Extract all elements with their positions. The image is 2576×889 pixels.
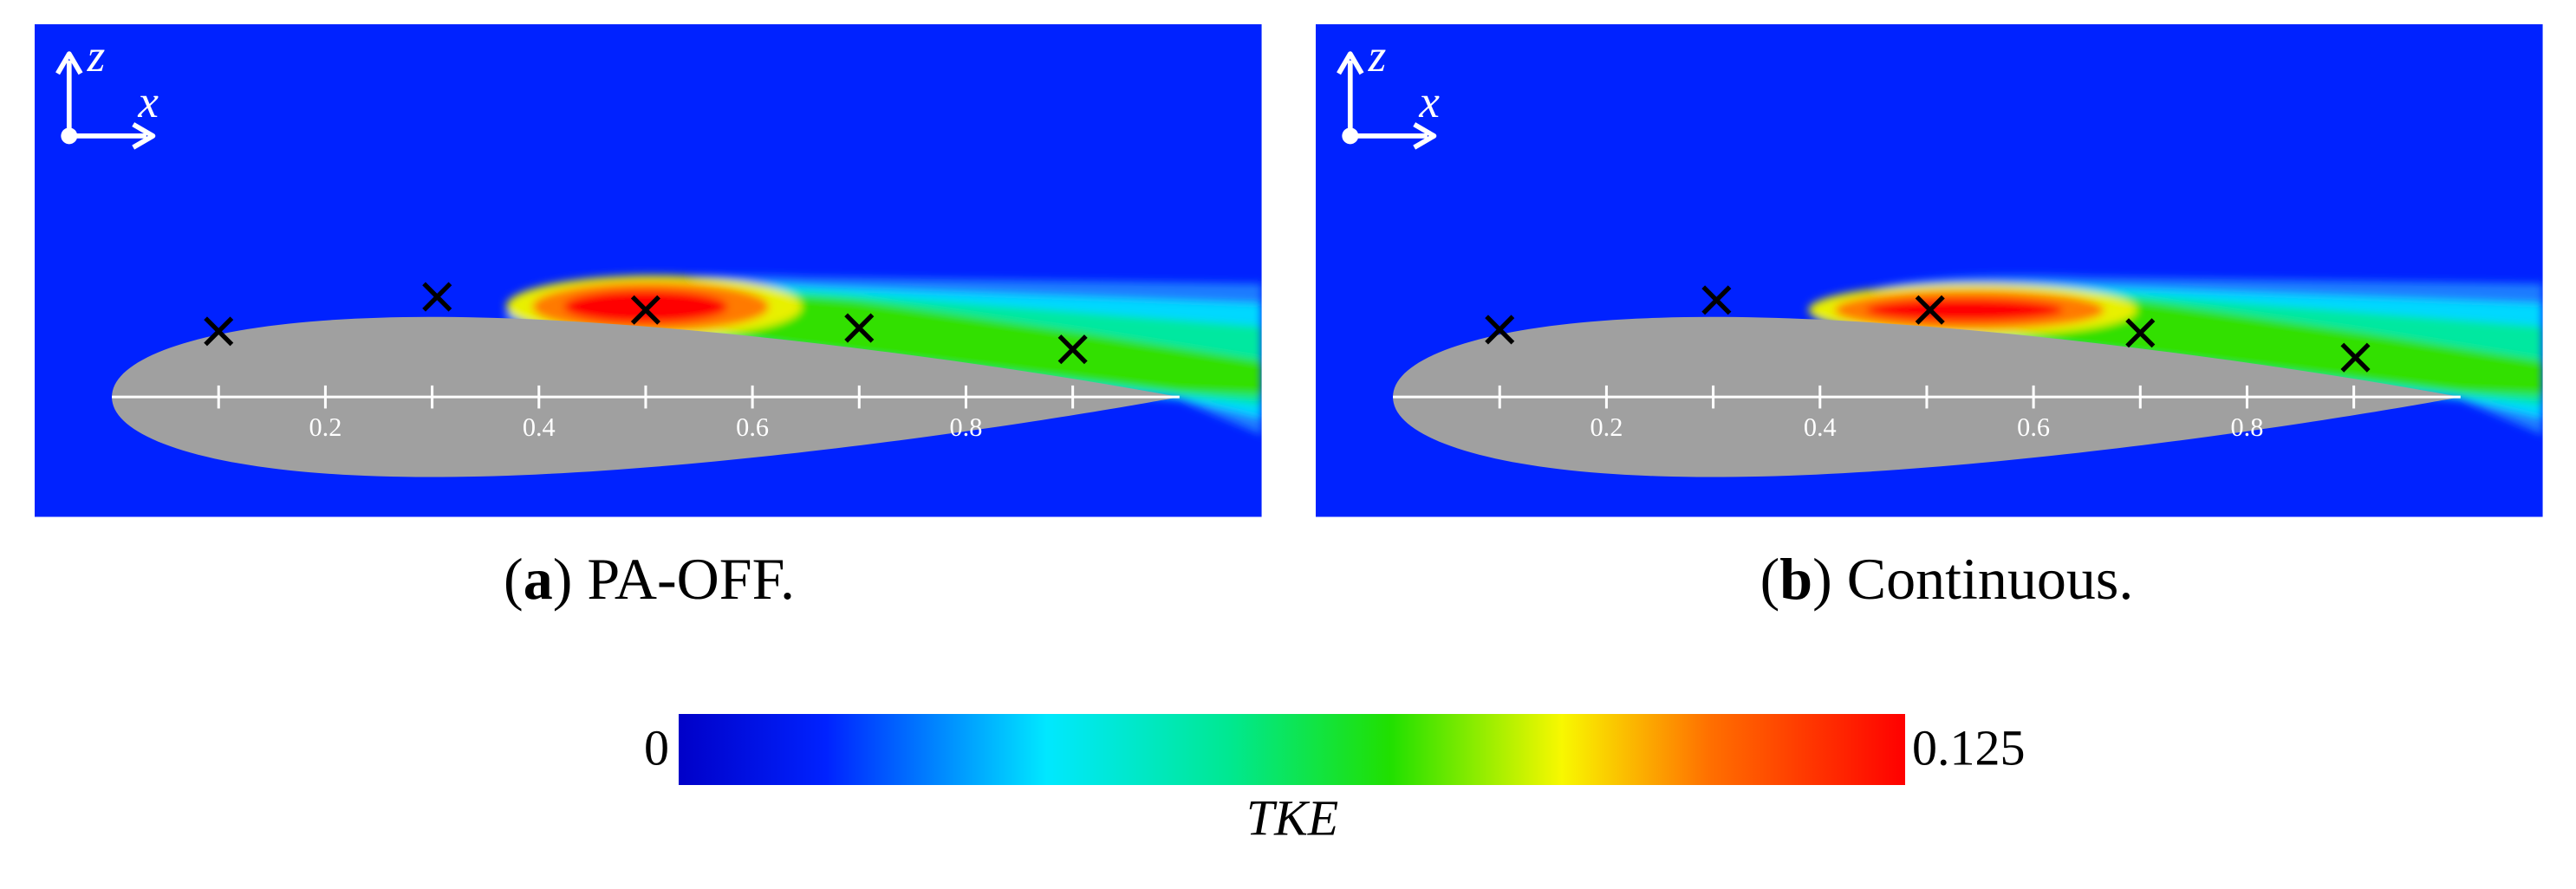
axis-origin: [61, 127, 78, 145]
tick-label: 0.4: [1804, 412, 1837, 442]
tick-label: 0.2: [309, 412, 342, 442]
probe-marker: [844, 313, 875, 343]
caption-part: b: [1779, 546, 1812, 612]
probe-marker: [630, 295, 660, 325]
colorbar: [679, 714, 1905, 785]
colorbar-max: 0.125: [1912, 719, 2026, 775]
tke-contour: [1865, 298, 2064, 321]
caption-part: ) PA-OFF.: [553, 546, 795, 612]
axis-label: x: [137, 77, 159, 127]
caption: (b) Continuous.: [1760, 546, 2134, 612]
axis-label: z: [1368, 31, 1387, 81]
probe-marker: [2340, 342, 2371, 373]
axis-label: z: [87, 31, 106, 81]
probe-marker: [1485, 315, 1515, 345]
probe-marker: [204, 316, 234, 347]
tick-label: 0.2: [1590, 412, 1623, 442]
tick-label: 0.6: [2017, 412, 2050, 442]
tick-label: 0.4: [523, 412, 556, 442]
probe-marker: [1057, 334, 1088, 365]
caption-part: (: [504, 546, 524, 612]
tick-label: 0.6: [736, 412, 769, 442]
axis-arrow: [55, 51, 156, 150]
axis-origin: [1342, 127, 1359, 145]
probe-marker: [422, 282, 452, 312]
panel: 0.2 0.4 0.6 0.8 zx: [35, 24, 1262, 517]
colorbar-min: 0: [644, 719, 669, 775]
axis-arrow: [1337, 51, 1437, 150]
probe-marker: [1915, 295, 1945, 325]
caption-part: (: [1760, 546, 1780, 612]
panel: 0.2 0.4 0.6 0.8 zx: [1316, 24, 2543, 517]
tick-label: 0.8: [2231, 412, 2264, 442]
tick-label: 0.8: [950, 412, 983, 442]
caption: (a) PA-OFF.: [504, 546, 795, 612]
axis-label: x: [1418, 77, 1440, 127]
tke-contour: [563, 289, 728, 323]
caption-part: ) Continuous.: [1812, 546, 2133, 612]
caption-part: a: [524, 546, 553, 612]
probe-marker: [2125, 318, 2156, 348]
probe-marker: [1701, 285, 1732, 315]
colorbar-title: TKE: [1246, 789, 1338, 846]
